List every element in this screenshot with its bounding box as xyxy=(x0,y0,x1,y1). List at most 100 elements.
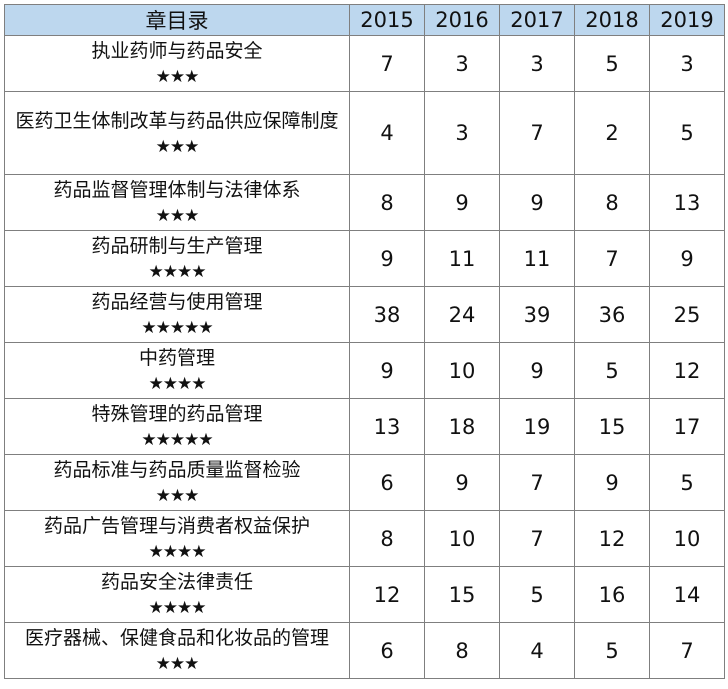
table-row: 药品安全法律责任 ★★★★ 12 15 5 16 14 xyxy=(4,566,725,623)
score-cell-2016: 9 xyxy=(424,174,500,231)
score-cell-2019: 3 xyxy=(649,35,725,92)
importance-stars: ★★★★★ xyxy=(141,430,213,450)
score-cell-2018: 7 xyxy=(574,230,650,287)
score-cell-2015: 4 xyxy=(349,91,425,175)
chapter-title: 药品研制与生产管理 xyxy=(91,235,263,257)
score-cell-2015: 8 xyxy=(349,510,425,567)
score-cell-2019: 9 xyxy=(649,230,725,287)
score-cell-2015: 6 xyxy=(349,454,425,511)
chapter-cell: 药品监督管理体制与法律体系 ★★★ xyxy=(4,174,350,231)
importance-stars: ★★★ xyxy=(155,67,200,87)
score-cell-2017: 4 xyxy=(499,622,575,679)
score-cell-2015: 8 xyxy=(349,174,425,231)
chapter-title: 医药卫生体制改革与药品供应保障制度 xyxy=(15,109,339,132)
score-cell-2017: 7 xyxy=(499,510,575,567)
score-cell-2019: 25 xyxy=(649,286,725,343)
score-cell-2018: 5 xyxy=(574,35,650,92)
score-cell-2016: 3 xyxy=(424,91,500,175)
table-row: 药品研制与生产管理 ★★★★ 9 11 11 7 9 xyxy=(4,230,725,287)
score-cell-2016: 24 xyxy=(424,286,500,343)
score-cell-2018: 36 xyxy=(574,286,650,343)
score-cell-2015: 38 xyxy=(349,286,425,343)
chapter-title: 药品标准与药品质量监督检验 xyxy=(53,459,301,481)
importance-stars: ★★★★ xyxy=(148,262,207,282)
score-cell-2018: 16 xyxy=(574,566,650,623)
table-row: 药品广告管理与消费者权益保护 ★★★★ 8 10 7 12 10 xyxy=(4,510,725,567)
chapter-cell: 医疗器械、保健食品和化妆品的管理 ★★★ xyxy=(4,622,350,679)
score-cell-2019: 14 xyxy=(649,566,725,623)
table-row: 药品标准与药品质量监督检验 ★★★ 6 9 7 9 5 xyxy=(4,454,725,511)
score-cell-2017: 9 xyxy=(499,342,575,399)
exam-score-table: 章目录 2015 2016 2017 2018 2019 执业药师与药品安全 ★★… xyxy=(4,4,725,679)
chapter-title: 药品广告管理与消费者权益保护 xyxy=(43,515,310,537)
header-chapter: 章目录 xyxy=(4,4,350,36)
score-cell-2018: 8 xyxy=(574,174,650,231)
header-year-2016: 2016 xyxy=(424,4,500,36)
header-year-2018: 2018 xyxy=(574,4,650,36)
score-cell-2016: 3 xyxy=(424,35,500,92)
importance-stars: ★★★★★ xyxy=(141,318,213,338)
score-cell-2015: 9 xyxy=(349,342,425,399)
header-year-2017: 2017 xyxy=(499,4,575,36)
importance-stars: ★★★★ xyxy=(148,542,207,562)
score-cell-2019: 17 xyxy=(649,398,725,455)
chapter-cell: 中药管理 ★★★★ xyxy=(4,342,350,399)
score-cell-2019: 13 xyxy=(649,174,725,231)
score-cell-2017: 7 xyxy=(499,454,575,511)
importance-stars: ★★★ xyxy=(155,486,200,506)
score-cell-2016: 8 xyxy=(424,622,500,679)
score-cell-2017: 39 xyxy=(499,286,575,343)
table-row: 特殊管理的药品管理 ★★★★★ 13 18 19 15 17 xyxy=(4,398,725,455)
score-cell-2015: 7 xyxy=(349,35,425,92)
score-cell-2017: 5 xyxy=(499,566,575,623)
chapter-cell: 药品广告管理与消费者权益保护 ★★★★ xyxy=(4,510,350,567)
importance-stars: ★★★ xyxy=(155,654,200,674)
score-cell-2015: 13 xyxy=(349,398,425,455)
chapter-cell: 药品经营与使用管理 ★★★★★ xyxy=(4,286,350,343)
table-row: 执业药师与药品安全 ★★★ 7 3 3 5 3 xyxy=(4,35,725,92)
score-cell-2019: 5 xyxy=(649,454,725,511)
score-cell-2018: 5 xyxy=(574,342,650,399)
chapter-cell: 医药卫生体制改革与药品供应保障制度 ★★★ xyxy=(4,91,350,175)
score-cell-2017: 9 xyxy=(499,174,575,231)
table-row: 中药管理 ★★★★ 9 10 9 5 12 xyxy=(4,342,725,399)
importance-stars: ★★★ xyxy=(155,206,200,226)
chapter-title: 药品经营与使用管理 xyxy=(91,291,263,313)
score-cell-2017: 11 xyxy=(499,230,575,287)
chapter-cell: 药品标准与药品质量监督检验 ★★★ xyxy=(4,454,350,511)
chapter-cell: 特殊管理的药品管理 ★★★★★ xyxy=(4,398,350,455)
score-cell-2016: 18 xyxy=(424,398,500,455)
score-cell-2016: 10 xyxy=(424,510,500,567)
score-cell-2018: 15 xyxy=(574,398,650,455)
score-cell-2015: 12 xyxy=(349,566,425,623)
chapter-cell: 药品研制与生产管理 ★★★★ xyxy=(4,230,350,287)
importance-stars: ★★★★ xyxy=(148,598,207,618)
score-cell-2018: 5 xyxy=(574,622,650,679)
score-cell-2016: 9 xyxy=(424,454,500,511)
score-cell-2016: 15 xyxy=(424,566,500,623)
score-cell-2019: 7 xyxy=(649,622,725,679)
chapter-title: 医疗器械、保健食品和化妆品的管理 xyxy=(24,627,329,649)
table-row: 医疗器械、保健食品和化妆品的管理 ★★★ 6 8 4 5 7 xyxy=(4,622,725,679)
table-row: 药品监督管理体制与法律体系 ★★★ 8 9 9 8 13 xyxy=(4,174,725,231)
score-cell-2018: 2 xyxy=(574,91,650,175)
importance-stars: ★★★★ xyxy=(148,374,207,394)
score-cell-2019: 12 xyxy=(649,342,725,399)
chapter-title: 中药管理 xyxy=(138,347,215,369)
header-year-2015: 2015 xyxy=(349,4,425,36)
chapter-title: 药品安全法律责任 xyxy=(100,571,253,593)
score-cell-2017: 19 xyxy=(499,398,575,455)
score-cell-2017: 7 xyxy=(499,91,575,175)
score-cell-2016: 10 xyxy=(424,342,500,399)
chapter-title: 执业药师与药品安全 xyxy=(91,40,263,62)
header-year-2019: 2019 xyxy=(649,4,725,36)
score-cell-2018: 9 xyxy=(574,454,650,511)
score-cell-2019: 5 xyxy=(649,91,725,175)
score-cell-2017: 3 xyxy=(499,35,575,92)
score-cell-2015: 6 xyxy=(349,622,425,679)
table-row: 药品经营与使用管理 ★★★★★ 38 24 39 36 25 xyxy=(4,286,725,343)
header-row: 章目录 2015 2016 2017 2018 2019 xyxy=(4,4,725,36)
table-row: 医药卫生体制改革与药品供应保障制度 ★★★ 4 3 7 2 5 xyxy=(4,91,725,175)
chapter-cell: 药品安全法律责任 ★★★★ xyxy=(4,566,350,623)
